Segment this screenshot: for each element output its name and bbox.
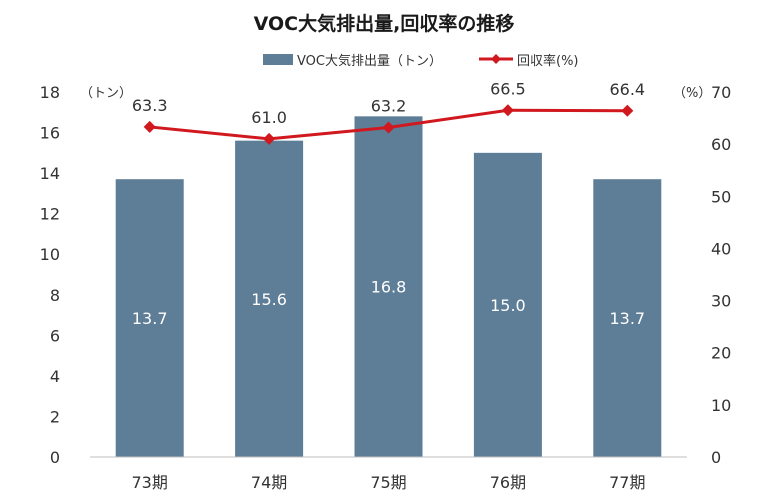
left-tick-label: 2 — [50, 407, 60, 426]
right-tick-label: 20 — [711, 344, 731, 363]
rate-value-label: 63.2 — [371, 96, 407, 115]
bar-value-label: 15.0 — [490, 296, 526, 315]
x-tick-label: 76期 — [490, 473, 526, 492]
left-tick-label: 18 — [40, 83, 60, 102]
left-tick-label: 14 — [40, 164, 60, 183]
legend-bar-swatch — [263, 54, 293, 65]
bar — [354, 116, 423, 457]
left-tick-label: 6 — [50, 326, 60, 345]
left-tick-label: 8 — [50, 286, 60, 305]
right-tick-label: 40 — [711, 239, 731, 258]
bar — [115, 179, 184, 457]
rate-marker — [621, 104, 634, 117]
left-tick-label: 12 — [40, 205, 60, 224]
bar-value-label: 13.7 — [132, 309, 168, 328]
left-tick-label: 4 — [50, 367, 60, 386]
right-axis-unit: （%） — [673, 86, 711, 101]
x-tick-label: 75期 — [370, 473, 406, 492]
rate-marker — [143, 120, 156, 133]
left-axis-unit: （トン） — [80, 86, 132, 101]
x-tick-label: 74期 — [251, 473, 287, 492]
legend-bar-label: VOC大気排出量（トン） — [297, 53, 442, 69]
rate-marker — [501, 104, 514, 117]
legend-line-marker — [491, 54, 501, 64]
left-tick-label: 16 — [40, 124, 60, 143]
chart-title: VOC大気排出量,回収率の推移 — [254, 12, 515, 35]
left-tick-label: 0 — [50, 448, 60, 467]
legend-line-label: 回収率(%) — [517, 53, 579, 69]
right-tick-label: 50 — [711, 187, 731, 206]
x-tick-label: 73期 — [132, 473, 168, 492]
rate-marker — [382, 121, 395, 134]
x-tick-label: 77期 — [609, 473, 645, 492]
left-tick-label: 10 — [40, 245, 60, 264]
right-tick-label: 70 — [711, 83, 731, 102]
rate-value-label: 66.5 — [490, 79, 526, 98]
bar-value-label: 15.6 — [251, 290, 287, 309]
bar-value-label: 13.7 — [609, 309, 645, 328]
plot-area: 0 2 4 6 8 10 12 14 16 18 0 10 20 30 40 50 60 70 13.7 73期 15.… — [40, 79, 732, 492]
rate-value-label: 63.3 — [132, 96, 168, 115]
bar — [473, 152, 542, 458]
right-tick-label: 0 — [711, 448, 721, 467]
legend: VOC大気排出量（トン） 回収率(%) — [263, 53, 579, 69]
rate-value-label: 61.0 — [251, 108, 287, 127]
bar-value-label: 16.8 — [371, 278, 407, 297]
rate-value-label: 66.4 — [609, 80, 645, 99]
bar — [593, 179, 662, 457]
right-tick-label: 60 — [711, 135, 731, 154]
right-tick-label: 10 — [711, 396, 731, 415]
rate-marker — [263, 132, 276, 145]
right-tick-label: 30 — [711, 292, 731, 311]
bar — [235, 140, 304, 457]
